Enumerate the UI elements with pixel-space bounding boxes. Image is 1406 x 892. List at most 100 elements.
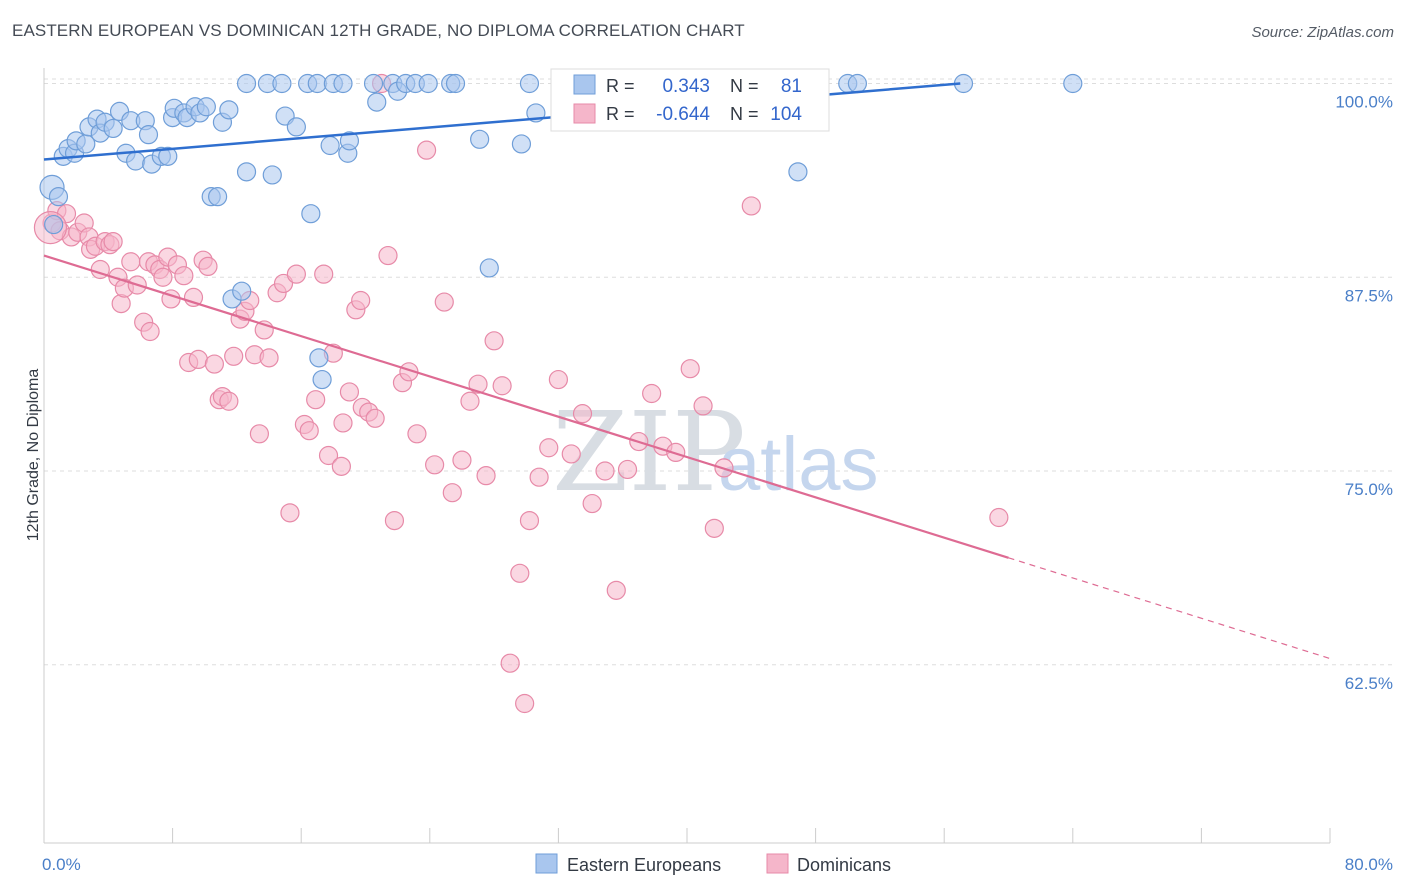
eastern-europeans-point (307, 73, 327, 94)
dominicans-point (111, 294, 131, 314)
eastern-europeans-point (236, 162, 257, 182)
eastern-europeans-point (286, 117, 306, 137)
bottom-legend-swatch-pink (766, 853, 789, 874)
legend-box (550, 68, 830, 132)
dominicans-point (989, 507, 1009, 528)
legend-n-label-2: N = (730, 104, 759, 124)
dominicans-point (492, 376, 512, 396)
dominicans-point (219, 391, 239, 411)
dominicans-point (680, 359, 700, 379)
legend-r-label-2: R = (606, 104, 635, 124)
dominicans-point (407, 424, 427, 444)
dominicans-point (204, 354, 224, 374)
dominicans-trend-line (43, 254, 1009, 559)
dominicans-point (188, 349, 208, 369)
dominicans-point (606, 580, 626, 600)
y-tick-label: 75.0% (1345, 480, 1393, 499)
eastern-europeans-point (320, 135, 340, 156)
eastern-europeans-point (479, 258, 499, 278)
eastern-europeans-point (103, 118, 123, 139)
legend-r-label-1: R = (606, 76, 635, 96)
dominicans-point (510, 563, 530, 583)
dominicans-point (572, 404, 593, 424)
dominicans-point (582, 493, 602, 514)
dominicans-point (224, 346, 244, 366)
dominicans-point (515, 693, 535, 714)
watermark: ZIP atlas (552, 388, 879, 516)
y-tick-label: 87.5% (1345, 286, 1393, 305)
eastern-europeans-point (158, 146, 178, 166)
eastern-europeans-point (312, 369, 332, 390)
legend-swatch-blue (573, 74, 596, 95)
dominicans-point (442, 483, 462, 503)
bottom-legend-swatch-blue (535, 853, 558, 874)
chart-title: EASTERN EUROPEAN VS DOMINICAN 12TH GRADE… (12, 21, 745, 40)
dominicans-point (174, 266, 194, 286)
eastern-europeans-point (363, 73, 384, 94)
eastern-europeans-point (309, 348, 329, 368)
legend-n-value-1: 81 (781, 76, 802, 97)
dominicans-point (529, 467, 549, 487)
eastern-europeans-point (232, 281, 252, 301)
dominicans-point (153, 267, 173, 287)
eastern-europeans-point (272, 73, 292, 94)
y-tick-label: 100.0% (1335, 93, 1393, 112)
bottom-legend-label-eastern-europeans: Eastern Europeans (567, 855, 721, 875)
legend-r-value-2: -0.644 (656, 104, 710, 125)
dominicans-point (500, 653, 520, 673)
eastern-europeans-point (333, 73, 353, 94)
dominicans-point (314, 264, 334, 284)
y-tick-labels: 62.5% 75.0% 87.5% 100.0% (1335, 93, 1393, 693)
dominicans-point (249, 424, 270, 444)
eastern-europeans-point (208, 187, 228, 207)
eastern-europeans-point (367, 92, 387, 112)
y-axis-title: 12th Grade, No Diploma (25, 369, 42, 542)
correlation-legend: R = 0.343 N = 81 R = -0.644 N = 104 (550, 68, 830, 132)
dominicans-point (617, 459, 638, 480)
dominicans-point (425, 455, 445, 475)
dominicans-point (286, 264, 306, 284)
dominicans-point (460, 391, 480, 411)
watermark-atlas: atlas (718, 422, 879, 507)
dominicans-point (280, 503, 300, 523)
dominicans-point (103, 232, 123, 252)
dominicans-point (259, 348, 279, 368)
eastern-europeans-point (339, 131, 360, 151)
dominicans-point (273, 273, 294, 294)
eastern-europeans-point (262, 165, 282, 185)
x-tick-label-max: 80.0% (1345, 855, 1393, 874)
dominicans-point (704, 518, 724, 538)
eastern-europeans-points (39, 73, 1083, 390)
dominicans-point (741, 196, 761, 216)
eastern-europeans-point (44, 214, 64, 235)
dominicans-point (378, 245, 398, 266)
dominicans-point (351, 290, 371, 311)
eastern-europeans-point (1063, 73, 1083, 94)
dominicans-point (416, 140, 437, 160)
eastern-europeans-point (48, 187, 69, 207)
dominicans-point (306, 390, 326, 410)
eastern-europeans-point (847, 73, 867, 94)
legend-n-label-1: N = (730, 76, 759, 96)
dominicans-point (476, 466, 496, 486)
eastern-europeans-point (418, 73, 438, 94)
dominicans-point (452, 450, 472, 470)
eastern-europeans-point (126, 151, 146, 171)
dominicans-point (561, 444, 581, 464)
eastern-europeans-point (138, 125, 159, 145)
eastern-europeans-point (519, 73, 540, 94)
legend-swatch-pink (573, 103, 596, 124)
eastern-europeans-point (219, 100, 239, 120)
dominicans-point (365, 408, 385, 428)
dominicans-point (484, 331, 504, 351)
dominicans-point (333, 413, 353, 433)
dominicans-point (339, 382, 360, 402)
x-ticks (43, 828, 1331, 843)
dominicans-point (595, 461, 615, 481)
dominicans-point (140, 321, 160, 342)
dominicans-point (318, 445, 339, 466)
eastern-europeans-point (511, 134, 532, 154)
dominicans-point (468, 374, 488, 394)
series-legend: Eastern Europeans Dominicans (535, 853, 891, 875)
